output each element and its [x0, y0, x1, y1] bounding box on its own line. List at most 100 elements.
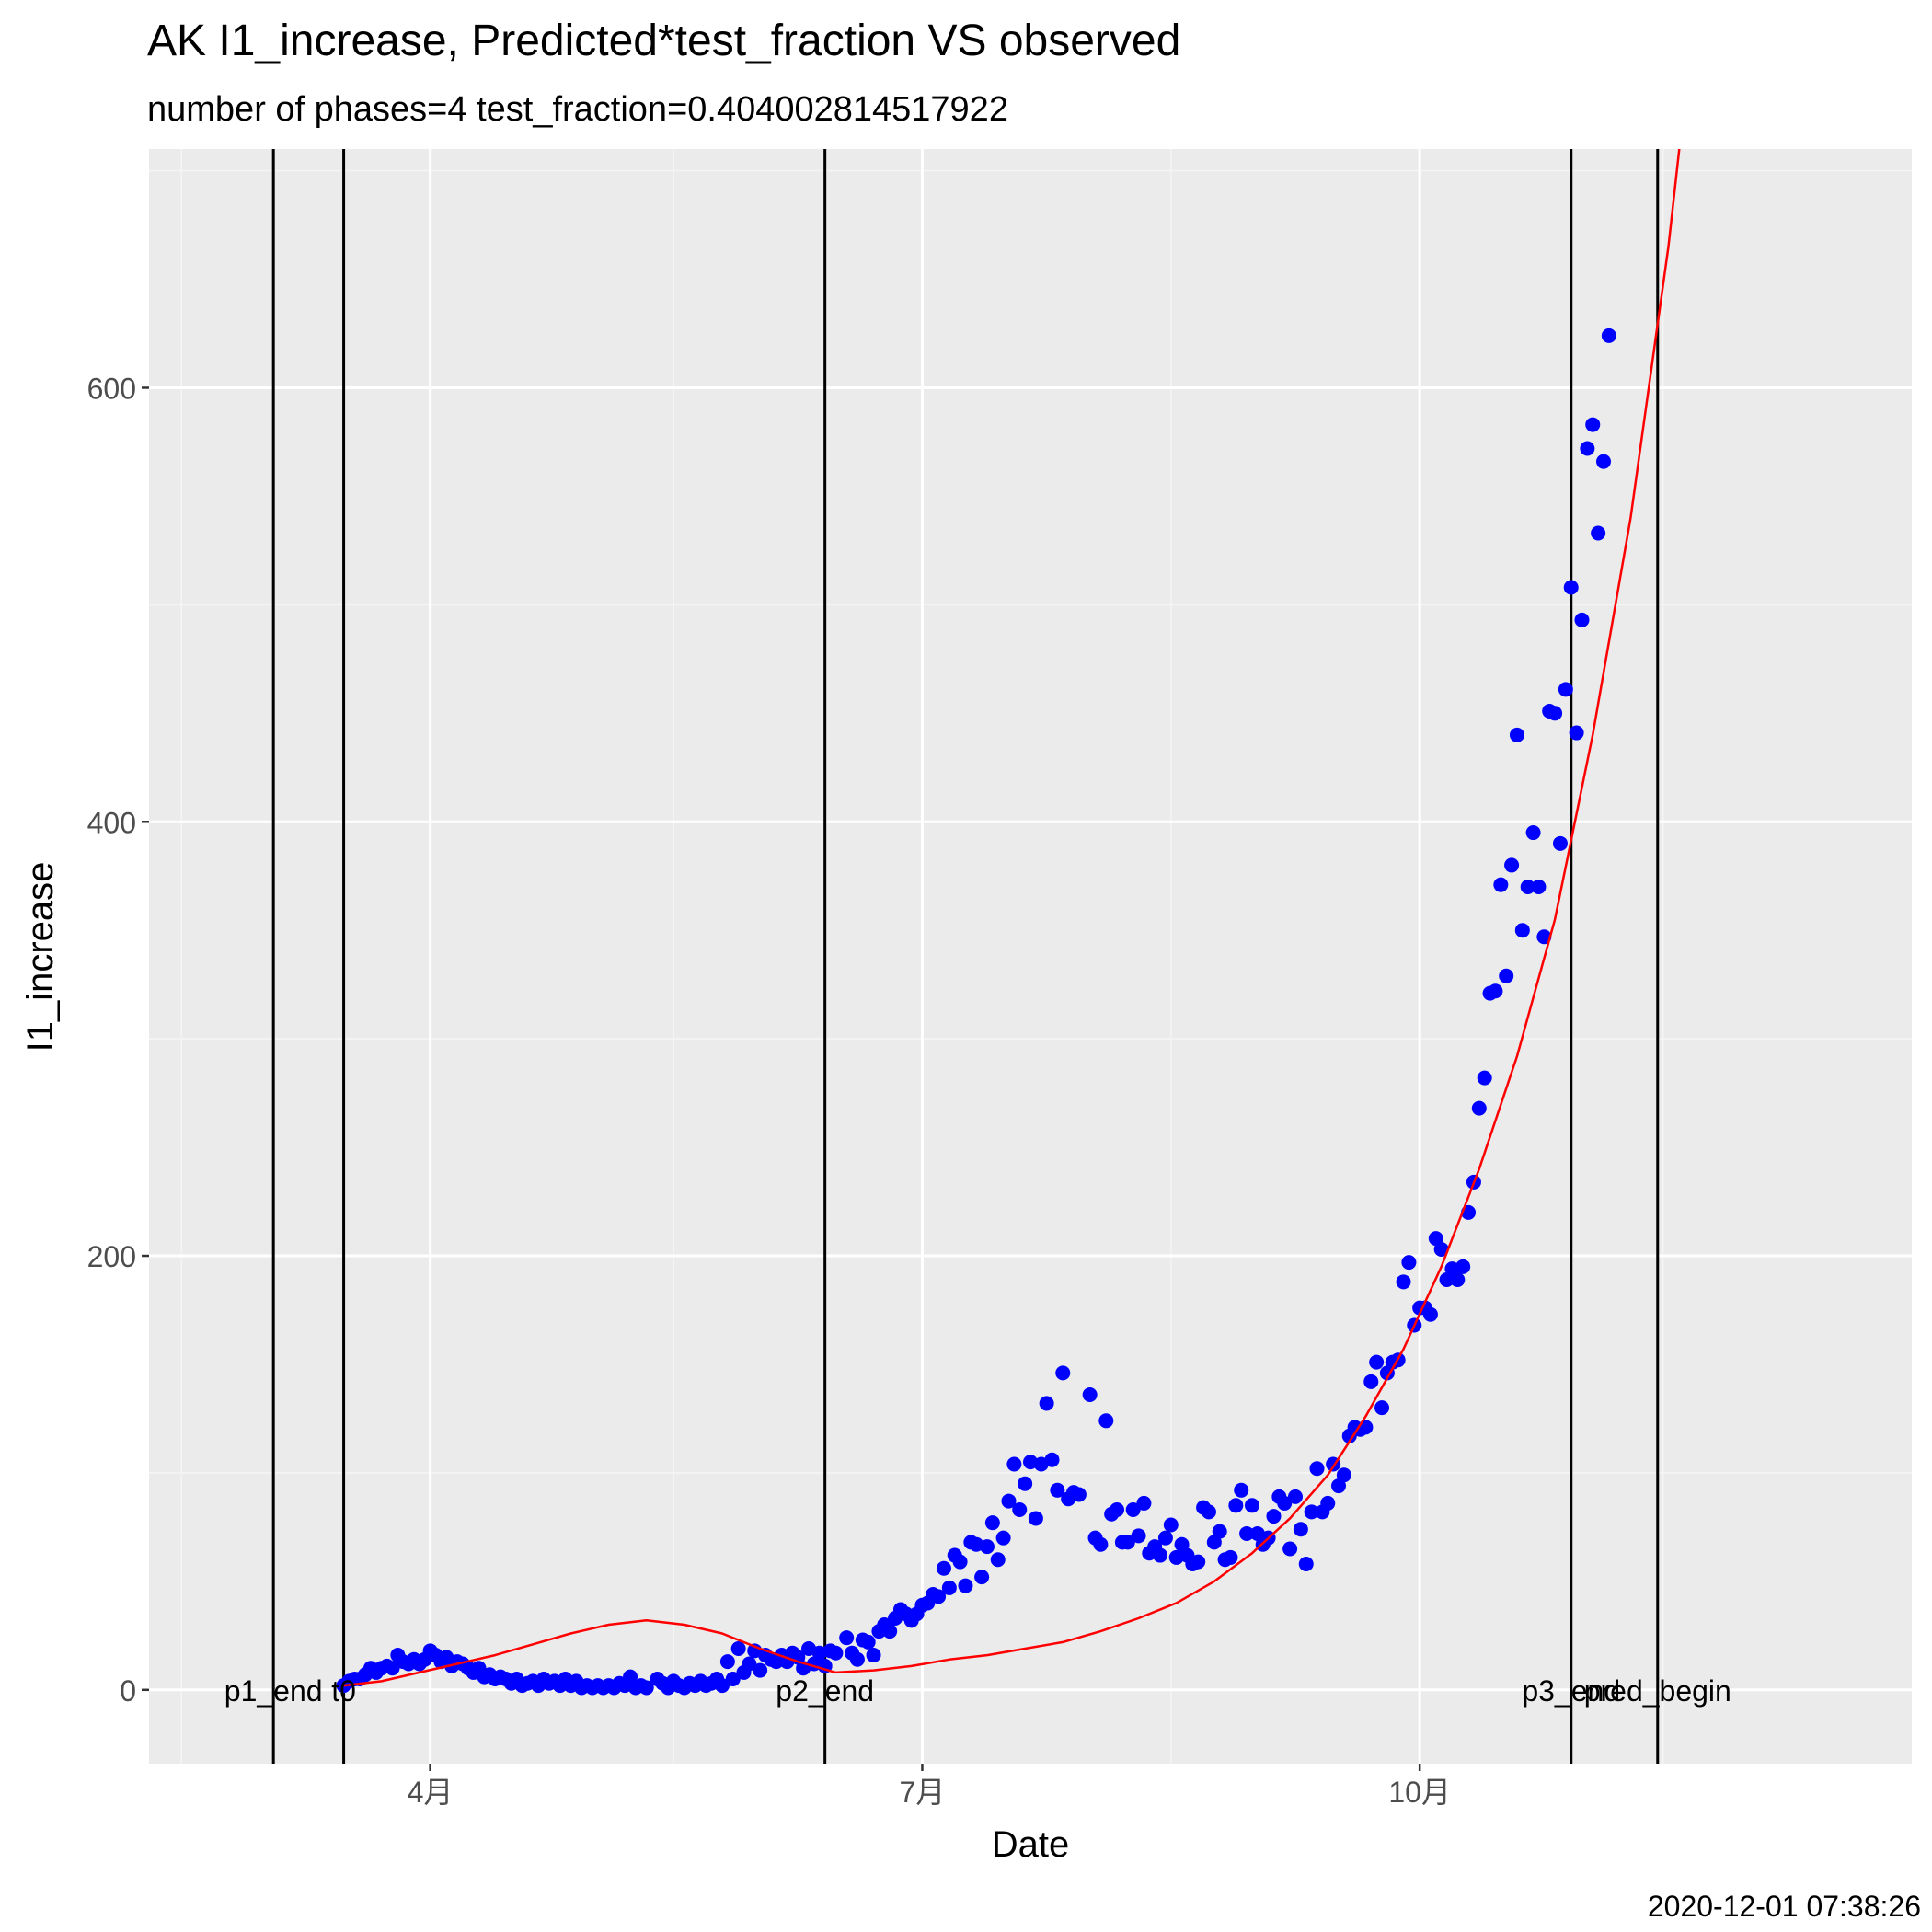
- observed-point: [1433, 1241, 1449, 1257]
- phase-label: p1_end: [224, 1674, 323, 1708]
- observed-point: [1499, 968, 1514, 983]
- observed-point: [1228, 1498, 1244, 1513]
- observed-point: [1206, 1535, 1222, 1550]
- y-axis-ticks: 0 200 400 600: [87, 372, 149, 1708]
- observed-point: [1001, 1493, 1017, 1509]
- observed-point: [1552, 835, 1568, 851]
- observed-point: [1574, 612, 1590, 627]
- observed-point: [958, 1578, 973, 1593]
- observed-point: [1028, 1511, 1043, 1526]
- observed-point: [1439, 1271, 1455, 1287]
- observed-point: [1547, 706, 1563, 721]
- observed-point: [1125, 1502, 1141, 1518]
- observed-point: [1450, 1271, 1466, 1287]
- observed-point: [1520, 880, 1535, 895]
- observed-point: [1320, 1495, 1336, 1511]
- observed-point: [1331, 1478, 1347, 1494]
- observed-point: [1234, 1482, 1249, 1498]
- observed-point: [1190, 1554, 1206, 1570]
- observed-point: [1309, 1461, 1325, 1477]
- observed-point: [1336, 1467, 1351, 1483]
- observed-point: [638, 1680, 654, 1696]
- observed-point: [984, 1515, 1000, 1531]
- grid-minor: [149, 149, 1912, 1764]
- observed-point: [1531, 880, 1547, 895]
- observed-point: [952, 1554, 968, 1570]
- observed-point: [1201, 1504, 1216, 1520]
- observed-point: [849, 1651, 865, 1667]
- phase-label: t0: [331, 1674, 356, 1708]
- observed-points: [336, 328, 1616, 1696]
- observed-point: [753, 1662, 768, 1678]
- observed-point: [1558, 682, 1573, 697]
- observed-point: [1504, 857, 1520, 873]
- observed-point: [1601, 328, 1616, 343]
- observed-point: [866, 1648, 881, 1663]
- phase-label: p3_end: [1522, 1674, 1620, 1708]
- observed-point: [941, 1580, 957, 1595]
- observed-point: [1136, 1495, 1152, 1511]
- observed-point: [1563, 580, 1579, 595]
- observed-point: [714, 1678, 730, 1694]
- observed-point: [1244, 1498, 1259, 1513]
- observed-point: [1293, 1522, 1308, 1537]
- y-tick-label: 600: [87, 372, 136, 405]
- predicted-curve: [343, 149, 1681, 1687]
- observed-point: [1163, 1517, 1179, 1533]
- observed-point: [1131, 1528, 1146, 1544]
- observed-point: [839, 1630, 855, 1646]
- observed-point: [1266, 1509, 1282, 1524]
- observed-point: [1120, 1535, 1135, 1550]
- y-tick-label: 400: [87, 806, 136, 839]
- y-tick-label: 0: [120, 1674, 136, 1708]
- observed-point: [1055, 1365, 1071, 1381]
- observed-point: [1223, 1549, 1238, 1565]
- observed-point: [974, 1570, 990, 1585]
- observed-point: [936, 1560, 951, 1576]
- observed-point: [1585, 417, 1601, 432]
- observed-point: [1488, 983, 1503, 999]
- observed-point: [1110, 1502, 1125, 1518]
- observed-point: [1050, 1482, 1065, 1498]
- x-axis-ticks: 4月 7月 10月: [408, 1764, 1451, 1809]
- observed-point: [1098, 1413, 1114, 1429]
- observed-point: [990, 1552, 1006, 1568]
- observed-point: [1591, 525, 1606, 541]
- observed-point: [1428, 1231, 1443, 1247]
- predicted-line: [343, 149, 1681, 1687]
- observed-point: [742, 1656, 757, 1672]
- timestamp-caption: 2020-12-01 07:38:26: [1648, 1890, 1921, 1923]
- phase-label: p2_end: [776, 1674, 874, 1708]
- observed-point: [1082, 1386, 1098, 1402]
- x-tick-label: 10月: [1388, 1776, 1451, 1809]
- observed-point: [1374, 1400, 1390, 1416]
- observed-point: [1493, 877, 1509, 892]
- x-tick-label: 4月: [408, 1776, 454, 1809]
- observed-point: [623, 1669, 638, 1685]
- grid-major: [149, 149, 1912, 1764]
- observed-point: [1287, 1489, 1303, 1504]
- observed-point: [1212, 1524, 1227, 1539]
- observed-point: [1157, 1530, 1173, 1546]
- plot-panel: [149, 149, 1912, 1764]
- observed-point: [1477, 1070, 1492, 1086]
- observed-point: [1525, 825, 1541, 841]
- observed-point: [1277, 1495, 1293, 1511]
- observed-point: [1153, 1547, 1168, 1563]
- chart-title: AK I1_increase, Predicted*test_fraction …: [147, 17, 1180, 65]
- observed-point: [1304, 1504, 1319, 1520]
- observed-point: [995, 1530, 1011, 1546]
- observed-point: [860, 1634, 876, 1650]
- observed-point: [1536, 929, 1552, 945]
- observed-point: [1471, 1100, 1487, 1116]
- observed-point: [1174, 1536, 1190, 1552]
- observed-point: [1514, 923, 1530, 938]
- phase-lines: [271, 149, 1660, 1764]
- observed-point: [1569, 725, 1584, 741]
- observed-point: [1358, 1420, 1374, 1435]
- observed-point: [1422, 1306, 1438, 1322]
- observed-point: [828, 1645, 844, 1661]
- observed-point: [1401, 1255, 1417, 1271]
